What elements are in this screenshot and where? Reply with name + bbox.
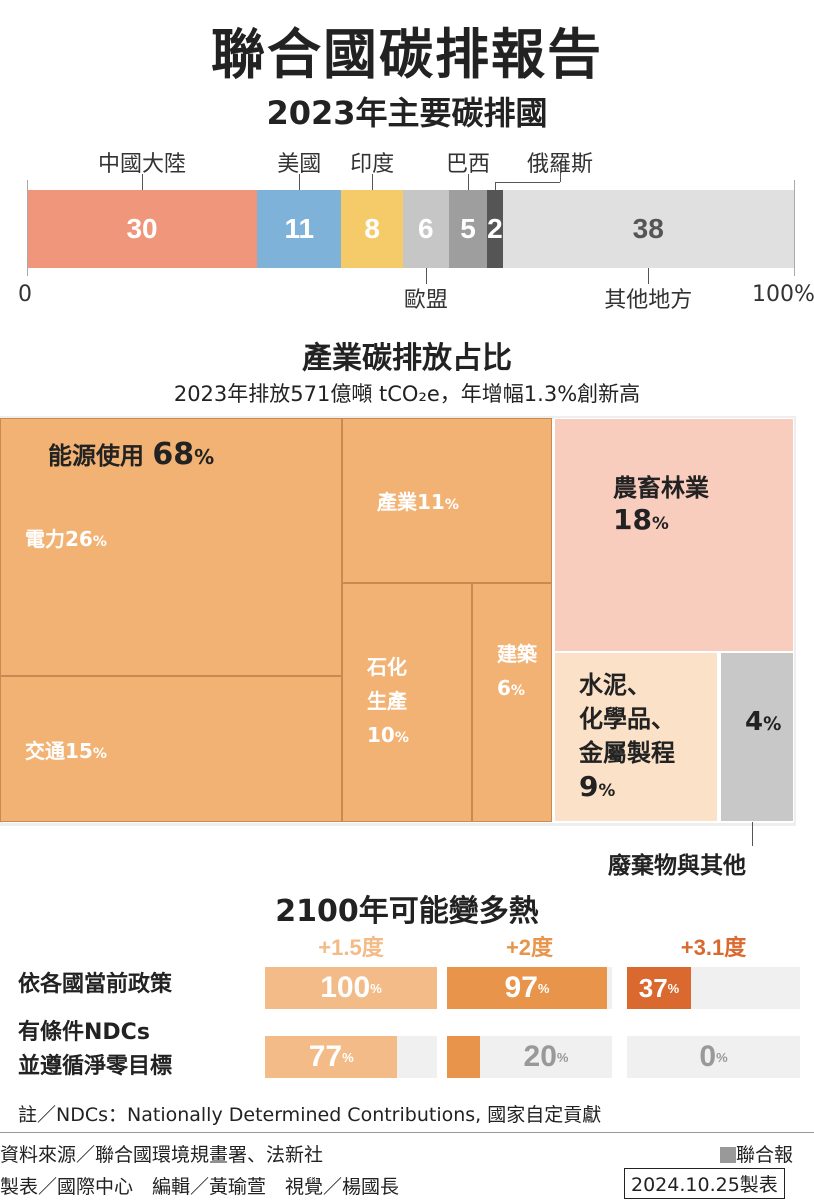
main-title: 聯合國碳排報告 <box>211 23 603 86</box>
segment-label: 印度 <box>350 152 395 177</box>
treemap-cell-cement: 水泥、 化學品、 金屬製程 9% <box>554 652 718 822</box>
brand-name: 聯合報 <box>736 1144 794 1166</box>
segment-label: 俄羅斯 <box>526 152 594 177</box>
chart2-subtitle: 2023年排放571億噸 tCO₂e，年增幅1.3%創新高 <box>173 382 641 406</box>
leader-line <box>494 182 496 190</box>
chart1-title: 2023年主要碳排國 <box>266 94 548 132</box>
bar-segment: 6 <box>402 190 449 268</box>
axis-min: 0 <box>18 282 32 307</box>
leader-line <box>468 174 470 190</box>
treemap-cell-industry: 產業11% <box>342 418 552 583</box>
axis-tick <box>27 180 28 276</box>
bar-segment: 5 <box>448 190 488 268</box>
leader-line <box>648 268 650 284</box>
note: 註／NDCs：Nationally Determined Contributio… <box>18 1104 602 1126</box>
brand-square-icon <box>720 1147 736 1163</box>
row-label: 依各國當前政策 <box>18 972 173 997</box>
segment-label: 巴西 <box>446 152 491 177</box>
axis-max: 100% <box>752 282 814 307</box>
leader-line <box>494 182 560 183</box>
treemap-cell-petrochem: 石化 生產 10% <box>342 583 472 822</box>
leader-line <box>560 172 561 182</box>
bar-segment: 38 <box>502 190 794 268</box>
bar-segment: 8 <box>341 190 403 268</box>
chart3-title: 2100年可能變多熱 <box>275 894 539 929</box>
bar-fill <box>627 967 691 1009</box>
chart2-title: 產業碳排放占比 <box>302 341 512 376</box>
segment-label: 歐盟 <box>403 288 448 313</box>
probability-bar: 97% <box>447 967 612 1009</box>
bar-value: 100% <box>320 971 382 1004</box>
segment-label: 其他地方 <box>604 288 693 313</box>
axis-tick <box>794 180 795 276</box>
bar-fill <box>447 967 608 1009</box>
leader-line <box>372 174 374 190</box>
bar-fill <box>447 1036 480 1078</box>
bar-segment: 2 <box>487 190 503 268</box>
bar-value: 20% <box>523 1040 569 1073</box>
temperature-label: +2度 <box>505 935 554 960</box>
bar-value: 37% <box>638 972 680 1003</box>
temperature-label: +3.1度 <box>680 935 747 960</box>
segment-label: 中國大陸 <box>98 152 187 177</box>
source: 資料來源／聯合國環境規畫署、法新社 <box>0 1144 324 1166</box>
brand-logo: 聯合報 <box>720 1140 793 1167</box>
waste-label: 廢棄物與其他 <box>608 853 746 879</box>
probability-bar: 100% <box>265 967 437 1009</box>
bar-value: 0% <box>699 1040 728 1073</box>
bar-segment: 11 <box>257 190 342 268</box>
date-stamp: 2024.10.25製表 <box>624 1168 785 1199</box>
leader-line <box>425 268 427 284</box>
segment-label: 美國 <box>277 152 322 177</box>
energy-group-label: 能源使用 68% <box>48 437 215 472</box>
probability-bar: 77% <box>265 1036 437 1078</box>
temperature-label: +1.5度 <box>318 935 384 960</box>
probability-bar: 20% <box>447 1036 612 1078</box>
treemap-cell-transport: 交通15% <box>0 676 342 822</box>
leader-line <box>299 174 301 190</box>
treemap-cell-waste: 4% <box>720 652 794 822</box>
treemap-cell-agriculture: 農畜林業 18% <box>554 418 794 652</box>
probability-bar: 37% <box>627 967 800 1009</box>
treemap-cell-building: 建築 6% <box>472 583 552 822</box>
treemap-cell-electricity: 電力26% <box>0 418 342 676</box>
bar-fill <box>265 1036 398 1078</box>
bar-value: 77% <box>308 1040 354 1073</box>
leader-line <box>142 174 144 190</box>
bar-segment: 30 <box>27 190 258 268</box>
credits: 製表／國際中心 編輯／黃瑜萱 視覺／楊國長 <box>0 1176 400 1198</box>
bar-value: 97% <box>504 971 550 1004</box>
bar-fill <box>265 967 437 1009</box>
row-label: 有條件NDCs 並遵循淨零目標 <box>18 1020 173 1079</box>
probability-bar: 0% <box>627 1036 800 1078</box>
